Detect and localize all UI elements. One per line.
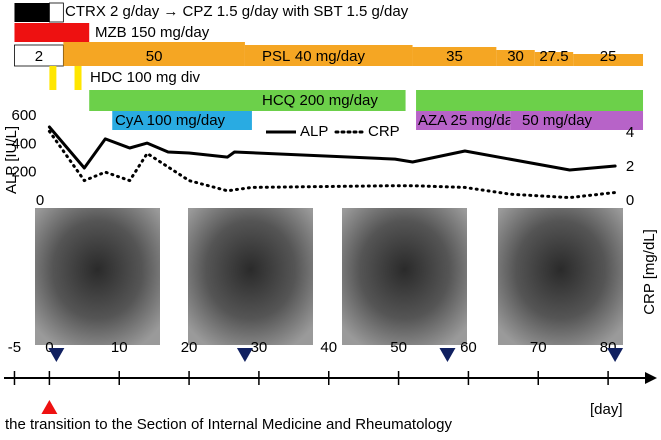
dose-label: 27.5 — [539, 48, 568, 65]
treatment-label: HDC 100 mg div — [90, 69, 201, 86]
treatment-bar — [573, 54, 644, 66]
series-line — [47, 129, 617, 200]
y-axis-label: ALP [IU/L] — [3, 126, 20, 194]
series-line — [47, 125, 617, 172]
dose-label: 50 — [146, 48, 163, 65]
y-tick-label: 400 — [11, 135, 36, 152]
ultrasound-image — [498, 208, 623, 345]
x-tick-label: 70 — [530, 339, 547, 356]
ultrasound-image — [188, 208, 313, 345]
treatment-bar — [89, 90, 406, 111]
treatment-label: CyA 100 mg/day — [115, 112, 226, 129]
x-tick-label: -5 — [8, 339, 21, 356]
ultrasound-images — [35, 208, 623, 345]
x-axis-label: [day] — [590, 401, 623, 418]
treatment-label: MZB 150 mg/day — [95, 24, 210, 41]
axis-arrow — [645, 372, 657, 384]
y-tick-label: 0 — [36, 192, 44, 209]
treatment-bar — [534, 52, 574, 66]
treatment-label: HCQ 200 mg/day — [262, 92, 378, 109]
treatment-bar — [14, 23, 90, 42]
image-marker — [48, 348, 65, 362]
transition-label: the transition to the Section of Interna… — [5, 416, 452, 433]
ultrasound-image — [342, 208, 467, 345]
y-tick-label: 200 — [11, 164, 36, 181]
x-tick-label: 0 — [45, 339, 53, 356]
treatment-label: AZA 25 mg/day — [418, 112, 521, 129]
x-tick-label: 60 — [460, 339, 477, 356]
dose-label: 30 — [507, 48, 524, 65]
x-tick-label: 30 — [251, 339, 268, 356]
x-tick-label: 40 — [320, 339, 337, 356]
treatment-bar — [74, 66, 82, 90]
treatment-bar — [63, 42, 245, 66]
treatment-bar — [412, 47, 497, 66]
y2-tick-label: 0 — [626, 192, 634, 209]
treatment-bar — [48, 2, 64, 23]
treatment-bar — [112, 111, 252, 130]
treatment-bar — [416, 111, 511, 130]
legend-label: ALP — [300, 123, 328, 140]
treatment-bar — [416, 90, 644, 111]
x-tick-label: 10 — [111, 339, 128, 356]
treatment-label: 50 mg/day — [522, 112, 593, 129]
dose-label: 35 — [446, 48, 463, 65]
dose-label: 40 mg/day — [295, 48, 366, 65]
image-marker — [439, 348, 456, 362]
transition-marker — [41, 400, 58, 414]
image-marker — [607, 348, 624, 362]
y2-tick-label: 2 — [626, 158, 634, 175]
x-tick-label: 20 — [181, 339, 198, 356]
treatment-bar — [496, 50, 535, 66]
y2-tick-label: 4 — [626, 124, 634, 141]
treatment-bar — [14, 44, 64, 67]
ultrasound-image — [35, 208, 160, 345]
treatment-label: CTRX 2 g/day → CPZ 1.5 g/day with SBT 1.… — [65, 3, 409, 20]
treatment-bar — [510, 111, 644, 130]
treatment-label: PSL — [262, 48, 290, 65]
treatment-bar — [14, 3, 50, 22]
x-tick-label: 50 — [390, 339, 407, 356]
treatment-bar — [49, 66, 57, 90]
dose-label: 2 — [35, 48, 43, 65]
dose-label: 25 — [600, 48, 617, 65]
y2-axis-label: CRP [mg/dL] — [641, 229, 658, 315]
treatment-bar — [244, 45, 413, 66]
image-marker — [236, 348, 253, 362]
legend-label: CRP — [368, 123, 400, 140]
y-tick-label: 600 — [11, 107, 36, 124]
